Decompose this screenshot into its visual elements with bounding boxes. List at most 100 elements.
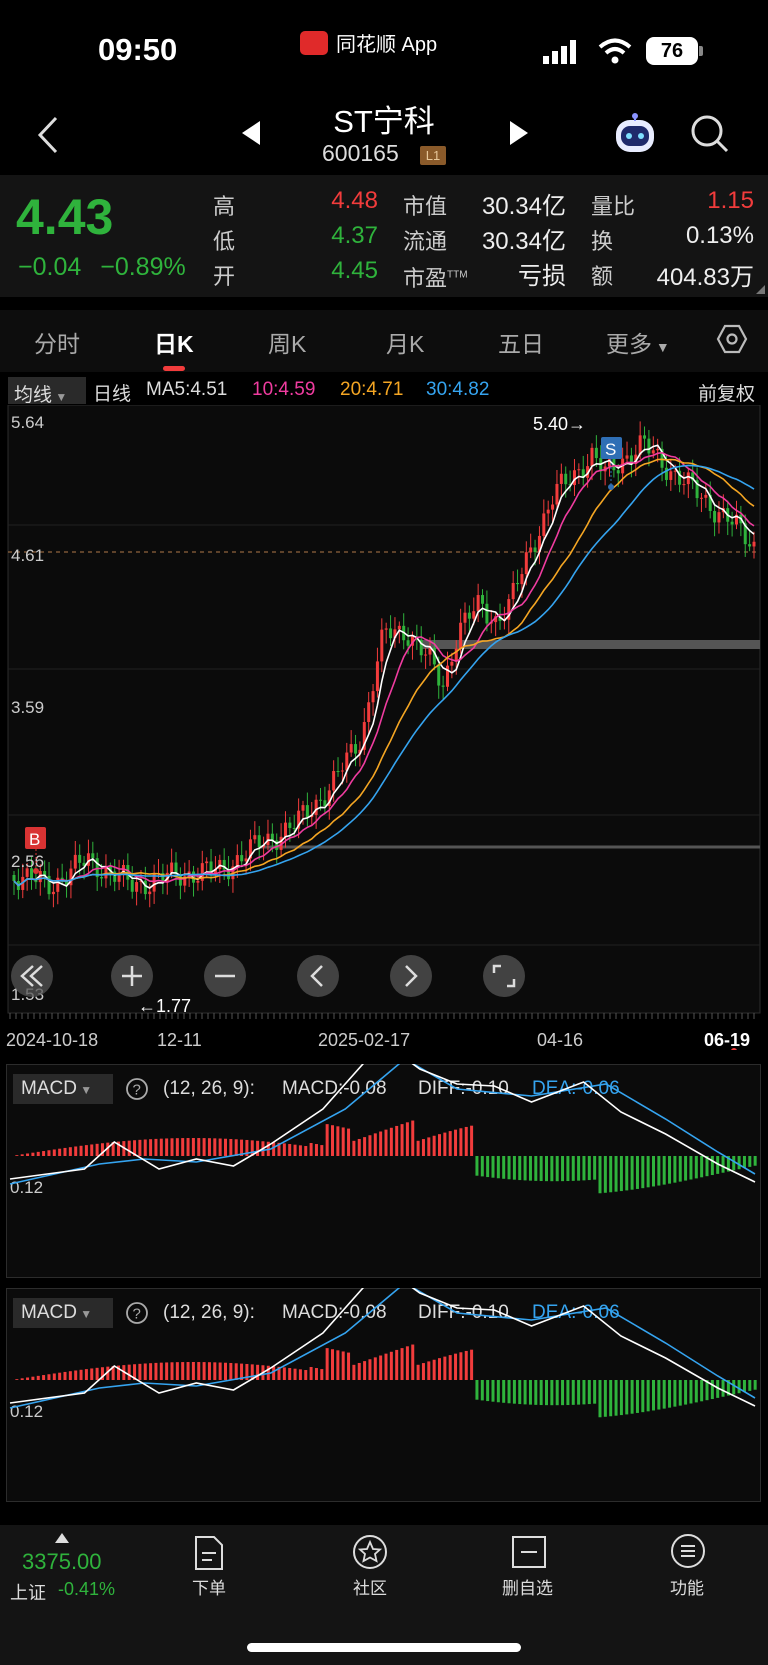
macd-histogram-bar bbox=[213, 1362, 217, 1380]
macd-histogram-bar bbox=[619, 1380, 623, 1416]
candle-body bbox=[463, 612, 467, 623]
macd-histogram-bar bbox=[202, 1138, 206, 1156]
macd-histogram-bar bbox=[528, 1380, 532, 1405]
next-stock-icon[interactable] bbox=[508, 120, 530, 146]
nav-remove-watchlist[interactable]: 删自选 bbox=[502, 1579, 553, 1598]
tab-timeshare[interactable]: 分时 bbox=[34, 331, 80, 357]
stock-code: 600165 bbox=[322, 140, 399, 166]
macd-histogram-bar bbox=[288, 1144, 292, 1156]
macd-histogram-bar bbox=[614, 1380, 618, 1416]
nav-functions[interactable]: 功能 bbox=[670, 1579, 704, 1598]
back-icon[interactable] bbox=[36, 116, 60, 154]
nav-community[interactable]: 社区 bbox=[353, 1579, 387, 1598]
pe-ttm-sup: TTM bbox=[447, 269, 468, 281]
sell-marker: S bbox=[605, 440, 616, 459]
macd-histogram-bar bbox=[726, 1156, 730, 1172]
macd-histogram-bar bbox=[662, 1156, 666, 1185]
index-value[interactable]: 3375.00 bbox=[22, 1549, 102, 1574]
macd-histogram-bar bbox=[347, 1352, 351, 1380]
diff-line bbox=[9, 1064, 756, 1183]
macd-histogram-bar bbox=[726, 1380, 730, 1396]
candle-body bbox=[240, 855, 244, 862]
candle-body bbox=[546, 509, 550, 514]
candle-body bbox=[130, 879, 134, 892]
community-star-icon[interactable] bbox=[351, 1533, 389, 1571]
candle-body bbox=[135, 882, 139, 892]
kline-candles bbox=[12, 421, 756, 908]
candle-body bbox=[183, 876, 187, 886]
candle-body bbox=[590, 447, 594, 467]
expand-corner-icon[interactable] bbox=[756, 285, 765, 294]
macd-histogram-bar bbox=[652, 1156, 655, 1187]
zoom-in-button[interactable] bbox=[111, 955, 153, 997]
macd-histogram-bar bbox=[111, 1366, 115, 1380]
order-document-icon[interactable] bbox=[193, 1535, 225, 1571]
candle-body bbox=[209, 861, 213, 874]
macd-panel-2[interactable] bbox=[6, 1288, 761, 1502]
macd-histogram-bar bbox=[737, 1156, 741, 1170]
candle-body bbox=[406, 640, 410, 646]
zoom-out-button[interactable] bbox=[204, 955, 246, 997]
buy-marker-badge bbox=[25, 827, 46, 849]
tab-weekly-k[interactable]: 周K bbox=[268, 331, 307, 357]
macd-histogram-bar bbox=[106, 1142, 110, 1156]
macd-histogram-bar bbox=[31, 1376, 35, 1380]
nav-order[interactable]: 下单 bbox=[192, 1579, 226, 1598]
tab-monthly-k[interactable]: 月K bbox=[386, 331, 425, 357]
candle-body bbox=[520, 574, 524, 585]
macd-histogram-bar bbox=[652, 1380, 655, 1411]
buy-marker: B bbox=[29, 830, 40, 849]
fullscreen-button[interactable] bbox=[483, 955, 525, 997]
tab-more[interactable]: 更多 ▼ bbox=[606, 325, 670, 359]
macd-1-help-icon[interactable]: ? bbox=[125, 1077, 149, 1101]
settings-hex-icon[interactable] bbox=[716, 324, 748, 354]
macd-1-select[interactable]: MACD ▼ bbox=[13, 1074, 113, 1104]
macd-histogram-bar bbox=[582, 1156, 586, 1181]
candle-body bbox=[139, 880, 143, 883]
macd-2-select[interactable]: MACD ▼ bbox=[13, 1298, 113, 1328]
remove-watchlist-icon[interactable] bbox=[511, 1535, 547, 1569]
indicator-select[interactable]: 均线 ▼ bbox=[8, 377, 86, 406]
candle-body bbox=[494, 616, 498, 623]
candle-body bbox=[717, 512, 721, 523]
macd-panel-1[interactable] bbox=[6, 1064, 761, 1278]
change-value: −0.04 bbox=[18, 253, 82, 281]
diff-line bbox=[9, 1288, 756, 1407]
macd-histogram-bar bbox=[555, 1156, 559, 1182]
last-price: 4.43 bbox=[16, 189, 114, 245]
functions-menu-icon[interactable] bbox=[670, 1533, 706, 1569]
macd-histogram-bar bbox=[480, 1156, 484, 1177]
tab-daily-k[interactable]: 日K bbox=[154, 331, 194, 357]
zoom-rewind-button[interactable] bbox=[11, 955, 53, 997]
candle-body bbox=[148, 891, 152, 895]
ma20-line bbox=[13, 458, 755, 887]
macd-histogram-bar bbox=[175, 1138, 179, 1156]
candle-body bbox=[165, 872, 169, 882]
scroll-left-button[interactable] bbox=[297, 955, 339, 997]
assistant-robot-icon[interactable] bbox=[612, 112, 658, 156]
prev-stock-icon[interactable] bbox=[240, 120, 262, 146]
macd-histogram-bar bbox=[63, 1371, 67, 1380]
adjust-mode[interactable]: 前复权 bbox=[698, 384, 756, 405]
macd-histogram-bar bbox=[197, 1138, 201, 1156]
candle-body bbox=[275, 840, 279, 850]
macd-histogram-bar bbox=[678, 1380, 682, 1406]
macd-histogram-bar bbox=[197, 1362, 201, 1380]
search-icon[interactable] bbox=[690, 114, 730, 154]
macd-histogram-bar bbox=[416, 1364, 420, 1380]
macd-histogram-bar bbox=[673, 1380, 677, 1407]
candle-body bbox=[336, 771, 340, 773]
macd-histogram-bar bbox=[138, 1363, 142, 1380]
app-name: 同花顺 App bbox=[336, 34, 438, 56]
kline-chart[interactable]: 5.64 4.61 3.59 2.56 1.53 5.40→ ←1.77 S B… bbox=[0, 405, 768, 1050]
macd-histogram-bar bbox=[454, 1129, 458, 1156]
caret-down-icon: ▼ bbox=[652, 339, 670, 355]
candle-body bbox=[161, 873, 165, 882]
macd-histogram-bar bbox=[384, 1129, 388, 1156]
macd-2-help-icon[interactable]: ? bbox=[125, 1301, 149, 1325]
macd-histogram-bar bbox=[684, 1156, 688, 1181]
macd-histogram-bar bbox=[427, 1137, 431, 1156]
scroll-right-button[interactable] bbox=[390, 955, 432, 997]
tab-five-day[interactable]: 五日 bbox=[498, 331, 544, 357]
candle-body bbox=[248, 839, 252, 859]
